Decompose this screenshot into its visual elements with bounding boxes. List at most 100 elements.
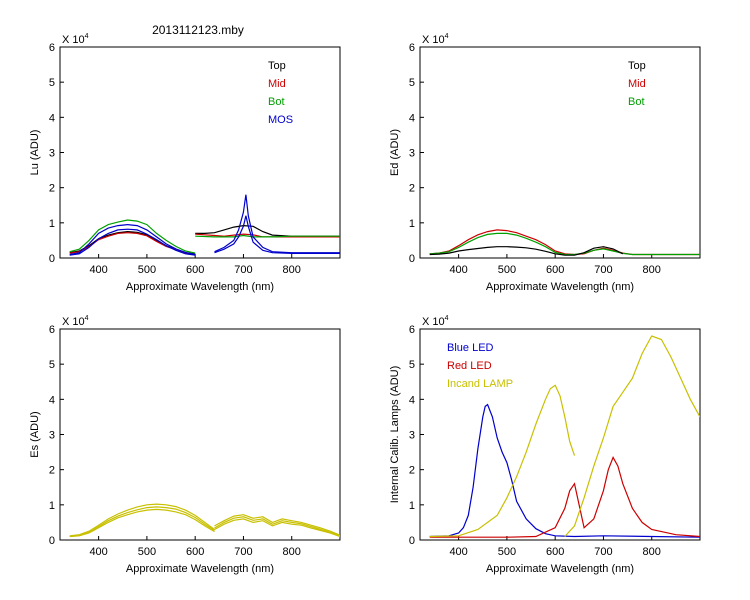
- y-axis-label: Lu (ADU): [29, 130, 41, 176]
- y-tick-label: 3: [49, 148, 55, 160]
- x-tick-label: 500: [498, 264, 516, 276]
- y-tick-label: 6: [409, 42, 415, 54]
- x-axis-label: Approximate Wavelength (nm): [486, 281, 634, 293]
- series-line-mos: [214, 215, 340, 254]
- series-line-bot: [69, 219, 196, 254]
- y-tick-label: 6: [49, 42, 55, 54]
- legend-entry: Incand LAMP: [447, 378, 513, 390]
- y-axis-label: Es (ADU): [29, 411, 41, 457]
- y-tick-label: 3: [409, 148, 415, 160]
- y-tick-label: 1: [409, 500, 415, 512]
- y-tick-label: 2: [49, 183, 55, 195]
- series-line-es-5: [214, 516, 340, 537]
- plot-frame: [59, 46, 341, 259]
- legend-entry: Mid: [628, 78, 646, 90]
- x-tick-label: 500: [498, 546, 516, 558]
- x-tick-label: 400: [89, 546, 107, 558]
- y-tick-label: 6: [409, 324, 415, 336]
- legend-entry: Mid: [268, 78, 286, 90]
- legend-entry: Bot: [628, 96, 645, 108]
- y-axis-label: Ed (ADU): [389, 129, 401, 176]
- x-tick-label: 600: [186, 546, 204, 558]
- y-multiplier-label: X 104: [422, 315, 449, 328]
- x-tick-label: 400: [449, 264, 467, 276]
- series-line-es-3: [69, 508, 215, 538]
- panel-es: 0 1 2 3 4 5 6 400 500 600 700 800 X 104 Approximate W…: [29, 315, 341, 575]
- series-line-bot: [429, 232, 700, 256]
- series-line-es-4: [214, 514, 340, 536]
- y-tick-label: 6: [49, 324, 55, 336]
- y-tick-label: 4: [409, 112, 415, 124]
- x-axis-label: Approximate Wavelength (nm): [126, 281, 274, 293]
- legend-entry: Blue LED: [447, 342, 494, 354]
- series-line-mid: [429, 229, 700, 256]
- x-axis-label: Approximate Wavelength (nm): [486, 563, 634, 575]
- series-line-incand-lamp: [564, 335, 700, 537]
- series-line-top: [195, 224, 340, 237]
- y-multiplier-label: X 104: [62, 33, 89, 46]
- series-line-mos: [69, 228, 196, 256]
- series-line-mos: [214, 194, 340, 254]
- x-tick-label: 600: [186, 264, 204, 276]
- y-tick-label: 2: [409, 183, 415, 195]
- x-tick-label: 800: [283, 264, 301, 276]
- y-tick-label: 4: [49, 112, 55, 124]
- y-tick-label: 0: [409, 535, 415, 547]
- y-axis-label: Internal Calib. Lamps (ADU): [389, 366, 401, 504]
- y-tick-label: 5: [49, 359, 55, 371]
- x-tick-label: 500: [138, 264, 156, 276]
- series-line-es-6: [214, 518, 340, 538]
- figure-title: 2013112123.mby: [152, 23, 244, 37]
- legend-entry: Top: [628, 60, 646, 72]
- series-line-bot: [195, 234, 340, 238]
- x-tick-label: 400: [449, 546, 467, 558]
- x-tick-label: 800: [283, 546, 301, 558]
- y-tick-label: 0: [49, 253, 55, 265]
- y-tick-label: 0: [409, 253, 415, 265]
- panel-ed: 0 1 2 3 4 5 6 400 500 600 700 800 X 104 Approximate W…: [389, 33, 701, 293]
- y-tick-label: 2: [49, 465, 55, 477]
- series-line-es-1: [69, 503, 215, 537]
- y-multiplier-label: X 104: [62, 315, 89, 328]
- y-tick-label: 3: [49, 430, 55, 442]
- y-tick-label: 2: [409, 465, 415, 477]
- series-line-mos: [69, 223, 196, 256]
- y-tick-label: 1: [409, 218, 415, 230]
- series-line-incand-lamp: [429, 384, 576, 538]
- series-line-es-2: [69, 506, 215, 538]
- plot-frame: [59, 328, 341, 541]
- legend-entry: MOS: [268, 114, 293, 126]
- y-tick-label: 5: [409, 77, 415, 89]
- legend-entry: Bot: [268, 96, 285, 108]
- x-tick-label: 800: [643, 264, 661, 276]
- x-tick-label: 500: [138, 546, 156, 558]
- x-tick-label: 700: [594, 546, 612, 558]
- series-line-blue-led: [429, 403, 700, 538]
- series-line-mid: [195, 233, 340, 238]
- y-tick-label: 1: [49, 218, 55, 230]
- x-tick-label: 700: [234, 546, 252, 558]
- y-tick-label: 4: [49, 394, 55, 406]
- y-tick-label: 4: [409, 394, 415, 406]
- legend-entry: Top: [268, 60, 286, 72]
- x-tick-label: 600: [546, 264, 564, 276]
- panel-lu: 0 1 2 3 4 5 6 400 500 600 700 800 X 104 Approximate W…: [29, 33, 341, 293]
- y-multiplier-label: X 104: [422, 33, 449, 46]
- x-tick-label: 800: [643, 546, 661, 558]
- y-tick-label: 1: [49, 500, 55, 512]
- series-line-red-led: [429, 455, 700, 538]
- y-tick-label: 3: [409, 430, 415, 442]
- x-tick-label: 700: [594, 264, 612, 276]
- panel-lamps: 0 1 2 3 4 5 6 400 500 600 700 800 X 104 Approximate W…: [389, 315, 701, 575]
- plot-frame: [419, 46, 701, 259]
- x-axis-label: Approximate Wavelength (nm): [126, 563, 274, 575]
- y-tick-label: 0: [49, 535, 55, 547]
- y-tick-label: 5: [409, 359, 415, 371]
- legend-entry: Red LED: [447, 360, 492, 372]
- x-tick-label: 400: [89, 264, 107, 276]
- series-line-top: [429, 246, 624, 256]
- y-tick-label: 5: [49, 77, 55, 89]
- x-tick-label: 600: [546, 546, 564, 558]
- x-tick-label: 700: [234, 264, 252, 276]
